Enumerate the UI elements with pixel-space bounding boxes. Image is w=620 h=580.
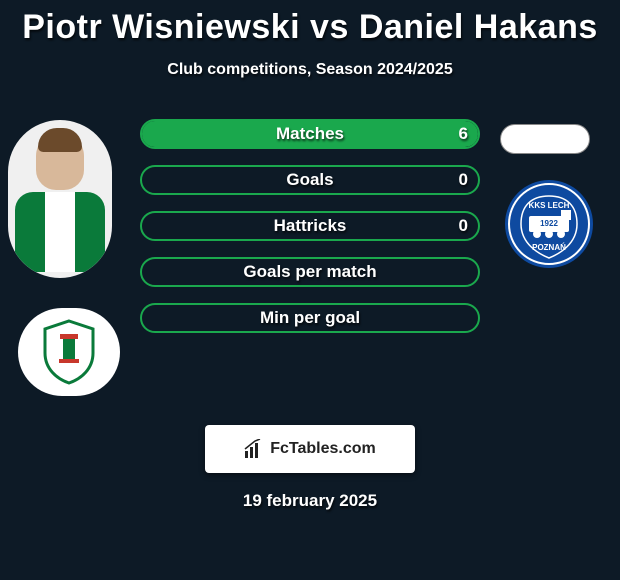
stat-label: Goals xyxy=(142,170,478,190)
stat-label: Matches xyxy=(142,124,478,144)
stat-label: Hattricks xyxy=(142,216,478,236)
attribution-badge: FcTables.com xyxy=(205,425,415,473)
stat-row: Min per goal xyxy=(140,303,480,333)
chart-icon xyxy=(244,439,264,459)
attribution-text: FcTables.com xyxy=(270,440,376,458)
stat-row: Hattricks0 xyxy=(140,211,480,241)
stat-value-right: 6 xyxy=(459,124,468,144)
stat-label: Goals per match xyxy=(142,262,478,282)
date-text: 19 february 2025 xyxy=(0,491,620,511)
stat-row: Matches6 xyxy=(140,119,480,149)
stat-label: Min per goal xyxy=(142,308,478,328)
stats-area: Matches6Goals0Hattricks0Goals per matchM… xyxy=(0,119,620,379)
stat-row: Goals per match xyxy=(140,257,480,287)
stat-value-right: 0 xyxy=(459,216,468,236)
stat-value-right: 0 xyxy=(459,170,468,190)
page-title: Piotr Wisniewski vs Daniel Hakans xyxy=(0,0,620,47)
stat-row: Goals0 xyxy=(140,165,480,195)
subtitle: Club competitions, Season 2024/2025 xyxy=(0,61,620,79)
stat-bars: Matches6Goals0Hattricks0Goals per matchM… xyxy=(140,119,480,349)
